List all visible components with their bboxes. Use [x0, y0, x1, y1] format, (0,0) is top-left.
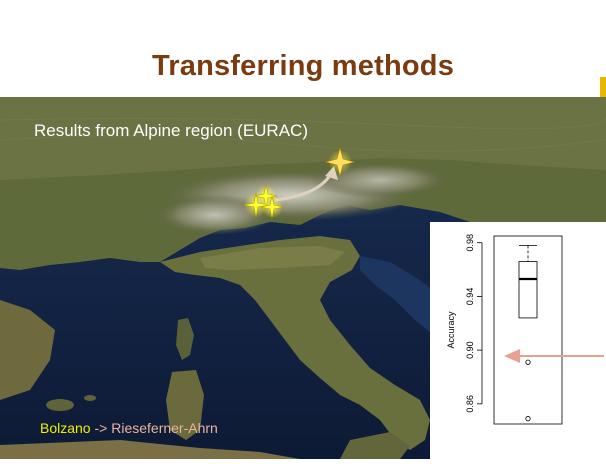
transfer-label: Bolzano -> Rieseferner-Ahrn [40, 420, 218, 436]
outlier-point [525, 416, 531, 422]
pointer-arrow-overlay [504, 349, 604, 363]
accent-bar [600, 77, 606, 97]
outlier-point [525, 359, 531, 365]
plot-frame [493, 235, 563, 425]
star-marker-icon [324, 146, 356, 178]
slide-title: Transferring methods [151, 50, 455, 82]
y-axis-label: Accuracy [446, 311, 456, 349]
box-iqr [518, 261, 538, 319]
y-tick-label: 0.98 [465, 234, 475, 252]
accuracy-boxplot: 0.86 0.90 0.94 0.98 Accuracy [430, 222, 606, 459]
y-tick-label: 0.90 [465, 341, 475, 359]
target-location-label: Rieseferner-Ahrn [111, 420, 218, 436]
transfer-arrow-label: -> [94, 420, 108, 436]
y-tick-label: 0.94 [465, 288, 475, 306]
y-tick-label: 0.86 [465, 395, 475, 413]
slide-subtitle: Results from Alpine region (EURAC) [34, 121, 308, 140]
title-area: Transferring methods [0, 0, 606, 97]
star-marker-icon [260, 195, 284, 219]
source-location-label: Bolzano [40, 420, 91, 436]
